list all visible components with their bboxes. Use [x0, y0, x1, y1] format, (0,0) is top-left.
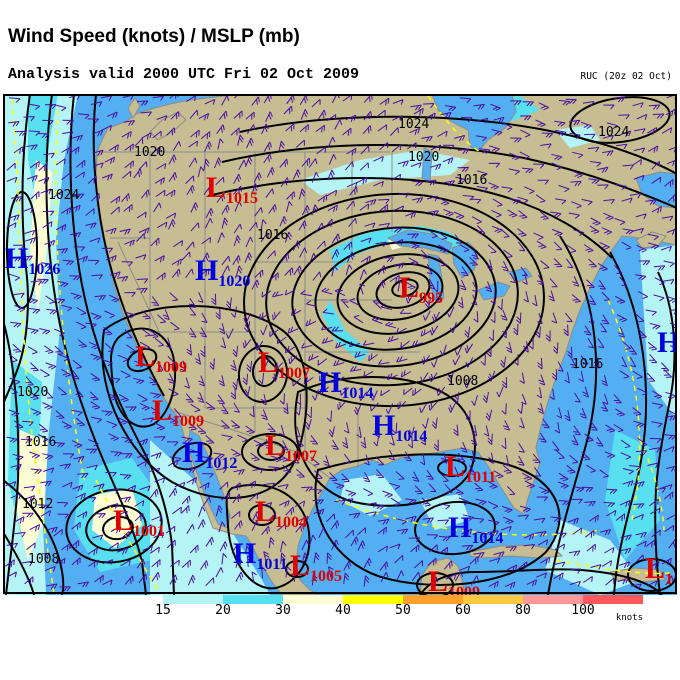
- contour-label: 1020: [134, 145, 165, 160]
- contour-label: 1016: [25, 435, 56, 450]
- contour-label: 1016: [572, 357, 603, 372]
- model-run-label: RUC (20z 02 Oct): [580, 71, 672, 82]
- legend-segment: [223, 595, 283, 604]
- valid-time-label: Analysis valid 2000 UTC Fri 02 Oct 2009: [8, 66, 360, 83]
- contour-label: 1024: [398, 117, 429, 132]
- contour-label: 1008: [447, 374, 478, 389]
- legend-segment: [523, 595, 583, 604]
- legend-tick-label: 60: [455, 603, 471, 618]
- contour-label: 1020: [408, 150, 439, 165]
- legend-segment: [283, 595, 343, 604]
- wind-barb-layer: [5, 89, 680, 592]
- legend-unit-label: knots: [615, 613, 643, 623]
- legend-segment: [463, 595, 523, 604]
- contour-label-layer: 1020 1024 1024 1020 1016 1024 1016 1020 1016 1012…: [17, 117, 629, 567]
- legend-tick-row: 15 20 30 40 50 60 80 100: [155, 603, 663, 619]
- contour-label: 1020: [17, 385, 48, 400]
- wind-speed-legend: [163, 595, 643, 604]
- contour-label: 1008: [28, 552, 59, 567]
- state-borders-layer: [100, 151, 420, 479]
- legend-tick-label: 20: [215, 603, 231, 618]
- contour-label: 1024: [48, 188, 79, 203]
- legend-segment: [583, 595, 643, 604]
- legend-tick-label: 50: [395, 603, 411, 618]
- legend-tick-label: 30: [275, 603, 291, 618]
- contour-label: 1016: [257, 228, 288, 243]
- legend-segment: [343, 595, 403, 604]
- contour-label: 1012: [22, 497, 53, 512]
- legend-segment: [403, 595, 463, 604]
- legend-tick-label: 80: [515, 603, 531, 618]
- map-frame: [3, 94, 677, 594]
- contour-label: 1016: [456, 173, 487, 188]
- legend-tick-label: 100: [571, 603, 595, 618]
- legend-tick-label: 15: [155, 603, 171, 618]
- isotach-dash-layer: [11, 95, 678, 596]
- chart-title: Wind Speed (knots) / MSLP (mb): [8, 26, 300, 47]
- legend-tick-label: 40: [335, 603, 351, 618]
- weather-map: 1020 1024 1024 1020 1016 1024 1016 1020 1016 1012…: [2, 89, 680, 601]
- high-pressure-center: H: [657, 326, 677, 359]
- legend-segment: [163, 595, 223, 604]
- contour-label: 1024: [598, 125, 629, 140]
